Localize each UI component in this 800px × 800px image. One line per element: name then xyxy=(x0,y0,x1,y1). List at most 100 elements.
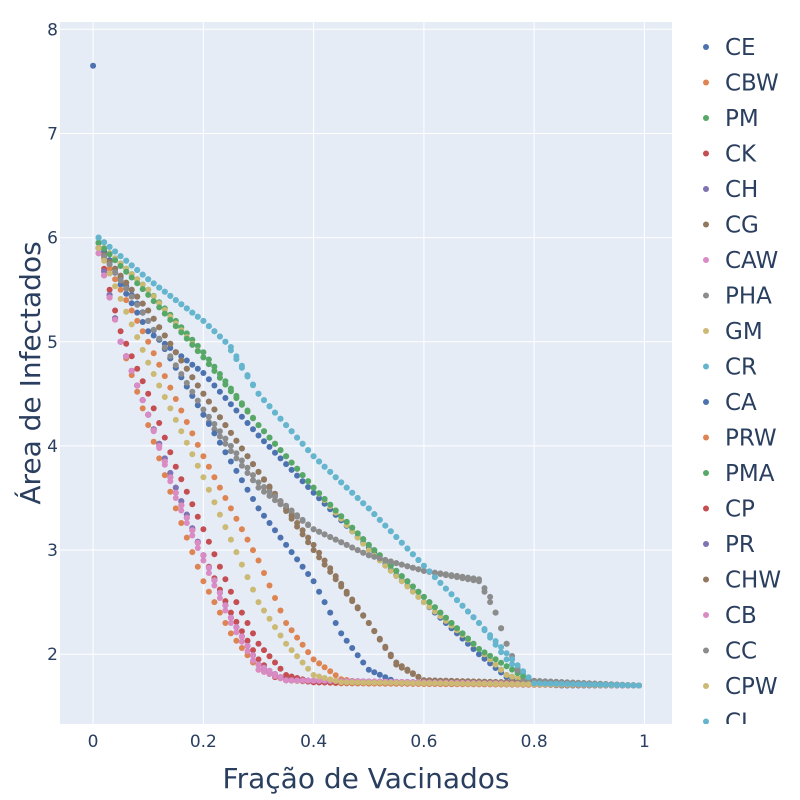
data-point xyxy=(360,549,367,556)
data-point xyxy=(145,307,152,314)
data-point xyxy=(509,661,516,668)
legend-item-prw[interactable]: PRW xyxy=(703,426,777,452)
legend-item-cb[interactable]: CB xyxy=(703,603,757,629)
data-point xyxy=(371,679,378,686)
legend-marker xyxy=(703,683,709,689)
legend-item-cr[interactable]: CR xyxy=(703,355,757,381)
data-point xyxy=(431,680,438,687)
data-point xyxy=(200,390,207,397)
data-point xyxy=(205,376,212,383)
data-point xyxy=(349,645,356,651)
legend-item-cl[interactable]: CL xyxy=(703,710,754,736)
legend-item-ca[interactable]: CA xyxy=(703,390,757,416)
data-point xyxy=(123,268,130,275)
data-point xyxy=(316,458,323,465)
data-point xyxy=(172,323,179,330)
data-point xyxy=(255,479,262,486)
data-point xyxy=(261,647,267,654)
data-point xyxy=(222,338,229,345)
data-point xyxy=(420,680,427,687)
data-point xyxy=(316,660,323,667)
legend-item-cbw[interactable]: CBW xyxy=(703,71,779,97)
data-point xyxy=(238,457,245,464)
data-point xyxy=(167,478,174,485)
data-point xyxy=(387,528,394,535)
data-point xyxy=(299,659,306,666)
data-point xyxy=(244,642,251,649)
data-point xyxy=(404,545,411,552)
data-point xyxy=(178,476,185,483)
data-point xyxy=(580,681,587,688)
data-point xyxy=(244,420,251,426)
data-point xyxy=(189,361,196,368)
legend-item-pm[interactable]: PM xyxy=(703,106,759,132)
legend-item-cg[interactable]: CG xyxy=(703,213,759,239)
data-point xyxy=(299,531,306,538)
data-point xyxy=(404,583,411,590)
legend-item-cpw[interactable]: CPW xyxy=(703,674,778,700)
legend-item-cp[interactable]: CP xyxy=(703,497,755,523)
data-point xyxy=(200,453,207,460)
data-point xyxy=(360,679,367,686)
legend-item-pma[interactable]: PMA xyxy=(703,461,775,487)
data-point xyxy=(222,607,229,614)
data-point xyxy=(255,661,262,668)
data-point xyxy=(205,588,212,595)
legend-item-ck[interactable]: CK xyxy=(703,142,757,168)
data-point xyxy=(498,649,505,656)
legend-item-caw[interactable]: CAW xyxy=(703,248,778,274)
data-point xyxy=(250,461,256,468)
data-point xyxy=(250,657,256,664)
legend-item-ce[interactable]: CE xyxy=(703,35,756,61)
data-point xyxy=(222,449,229,456)
data-point xyxy=(200,370,207,376)
data-point xyxy=(382,679,389,686)
legend-item-pr[interactable]: PR xyxy=(703,532,755,558)
data-point xyxy=(272,440,278,447)
data-point xyxy=(244,453,251,460)
data-point xyxy=(465,576,471,583)
data-point xyxy=(139,271,146,278)
data-point xyxy=(283,453,290,460)
data-point xyxy=(200,317,207,324)
data-point xyxy=(244,648,251,655)
data-point xyxy=(376,679,383,686)
data-point xyxy=(101,239,108,246)
data-point xyxy=(139,319,146,325)
data-point xyxy=(498,659,505,666)
data-point xyxy=(448,680,455,687)
legend-item-gm[interactable]: GM xyxy=(703,319,763,345)
data-point xyxy=(205,413,212,420)
legend-item-pha[interactable]: PHA xyxy=(703,284,772,310)
data-point xyxy=(294,512,301,519)
data-point xyxy=(255,505,262,512)
data-point xyxy=(288,627,295,634)
data-point xyxy=(211,328,218,335)
data-point xyxy=(409,564,416,571)
legend-label: CP xyxy=(725,497,755,523)
data-point xyxy=(189,501,196,508)
legend-item-ch[interactable]: CH xyxy=(703,177,758,203)
data-point xyxy=(139,309,146,316)
data-point xyxy=(426,599,433,606)
y-tick-label: 8 xyxy=(47,20,58,40)
data-point xyxy=(261,512,267,519)
data-point xyxy=(476,680,482,687)
data-point xyxy=(161,472,168,479)
data-point xyxy=(227,614,234,621)
data-point xyxy=(167,474,174,481)
data-point xyxy=(498,666,505,673)
data-point xyxy=(233,629,240,636)
data-point xyxy=(238,609,245,616)
data-point xyxy=(382,674,389,681)
data-point xyxy=(332,677,339,684)
data-point xyxy=(227,609,234,616)
data-point xyxy=(299,641,306,648)
legend-item-cc[interactable]: CC xyxy=(703,639,757,665)
data-point xyxy=(200,406,207,413)
data-point xyxy=(178,329,185,336)
data-point xyxy=(194,313,201,320)
data-point xyxy=(211,599,218,606)
data-point xyxy=(503,656,510,663)
legend-item-chw[interactable]: CHW xyxy=(703,568,781,594)
